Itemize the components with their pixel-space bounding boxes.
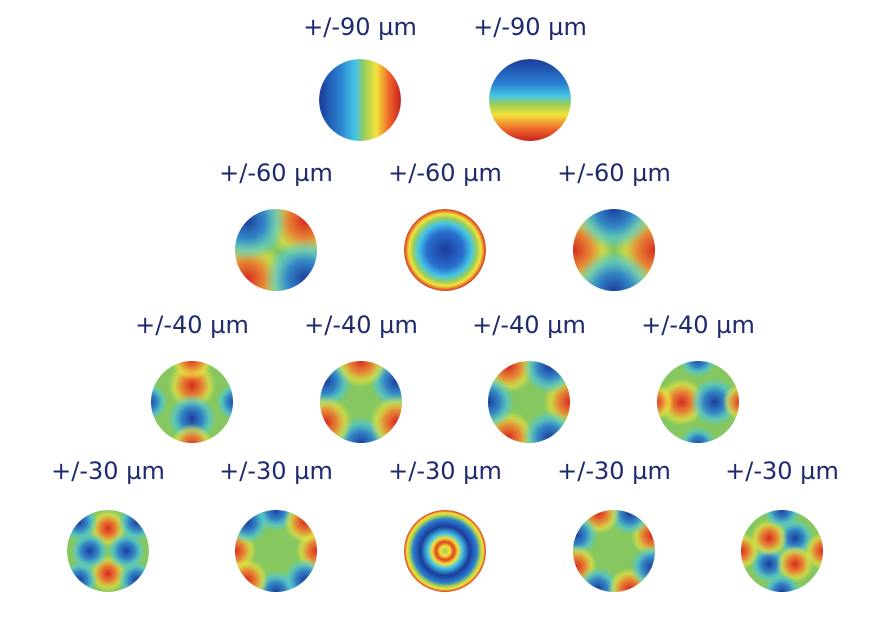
map-lobe	[235, 239, 287, 291]
item-label: +/-30 µm	[725, 457, 839, 485]
map-lobe	[235, 510, 269, 544]
item-label: +/-40 µm	[472, 311, 586, 339]
item-label: +/-40 µm	[304, 311, 418, 339]
item-label: +/-60 µm	[219, 159, 333, 187]
item-label: +/-60 µm	[557, 159, 671, 187]
map-lobe	[70, 532, 109, 570]
map-lobe	[118, 510, 149, 541]
map-lobe	[690, 378, 739, 426]
map-lobe	[574, 251, 654, 291]
item-label: +/-30 µm	[557, 457, 671, 485]
item-label: +/-40 µm	[641, 311, 755, 339]
map-lobe	[741, 532, 760, 570]
item-label: +/-30 µm	[219, 457, 333, 485]
map-base	[404, 209, 486, 291]
map-lobe	[67, 561, 98, 592]
map-lobe	[657, 378, 706, 426]
map-lobe	[320, 395, 353, 443]
map-lobe	[265, 239, 317, 291]
map-base	[319, 59, 401, 141]
map-lobe	[750, 545, 788, 583]
map-lobe	[151, 383, 168, 421]
map-lobe	[265, 209, 317, 261]
zernike-map	[319, 59, 401, 141]
map-lobe	[630, 545, 655, 589]
map-lobe	[679, 361, 717, 378]
map-lobe	[574, 209, 654, 249]
zernike-map	[320, 361, 402, 443]
map-lobe	[522, 361, 570, 394]
item-label: +/-30 µm	[51, 457, 165, 485]
map-lobe	[170, 423, 214, 443]
map-lobe	[235, 209, 287, 261]
item-label: +/-90 µm	[303, 13, 417, 41]
map-lobe	[750, 519, 788, 557]
zernike-map	[741, 510, 823, 592]
map-lobe	[776, 519, 814, 557]
map-base	[489, 59, 571, 141]
map-lobe	[118, 561, 149, 592]
map-lobe	[369, 395, 402, 443]
item-label: +/-60 µm	[388, 159, 502, 187]
zernike-map	[573, 209, 655, 291]
map-lobe	[334, 361, 388, 388]
zernike-map	[235, 510, 317, 592]
zernike-map	[235, 209, 317, 291]
map-lobe	[283, 510, 317, 544]
map-lobe	[776, 545, 814, 583]
map-lobe	[722, 383, 739, 421]
zernike-map	[67, 510, 149, 592]
item-label: +/-40 µm	[135, 311, 249, 339]
zernike-map	[573, 510, 655, 592]
item-label: +/-30 µm	[388, 457, 502, 485]
map-base	[404, 510, 486, 592]
map-lobe	[216, 383, 233, 421]
map-lobe	[679, 426, 717, 443]
map-lobe	[488, 375, 515, 429]
zernike-map	[404, 510, 486, 592]
map-lobe	[657, 383, 674, 421]
zernike-map	[404, 209, 486, 291]
zernike-map	[488, 361, 570, 443]
map-lobe	[804, 532, 823, 570]
map-lobe	[763, 573, 801, 592]
map-lobe	[283, 558, 317, 592]
zernike-map	[489, 59, 571, 141]
item-label: +/-90 µm	[473, 13, 587, 41]
zernike-map	[151, 361, 233, 443]
map-lobe	[235, 558, 269, 592]
map-lobe	[67, 510, 98, 541]
map-lobe	[763, 510, 801, 529]
map-lobe	[170, 361, 214, 381]
map-lobe	[107, 532, 146, 570]
zernike-map	[657, 361, 739, 443]
